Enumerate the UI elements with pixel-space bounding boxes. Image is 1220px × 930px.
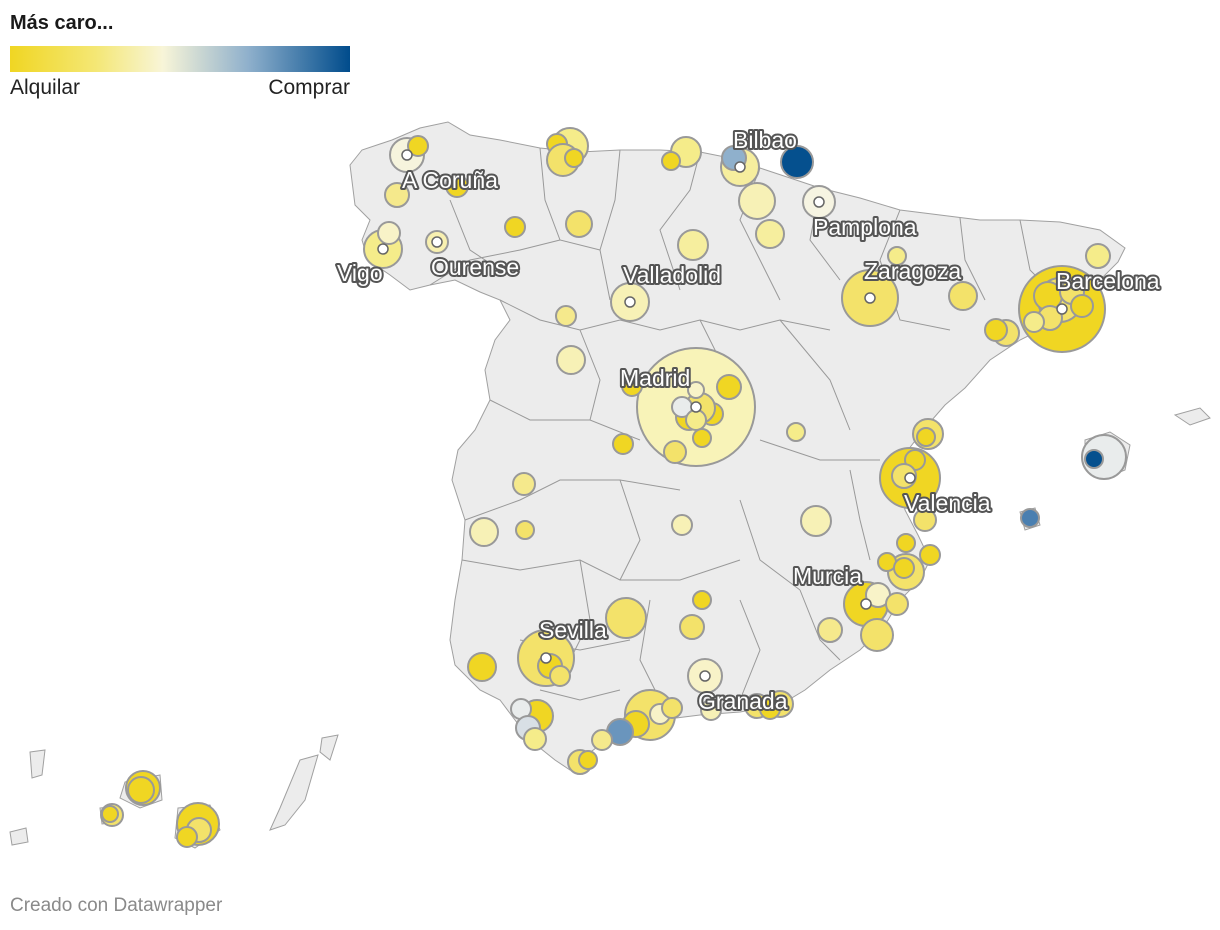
bubble [663,440,687,464]
bubble [685,409,707,431]
city-dot-pamplona [813,196,825,208]
city-label-ourense: Ourense [431,254,519,280]
bubble [377,221,401,245]
bubble [800,505,832,537]
bubble [469,517,499,547]
city-label-zaragoza: Zaragoza [864,258,961,284]
bubble [1020,508,1040,528]
bubble [1023,311,1045,333]
bubble [621,375,643,397]
legend-gradient-bar [10,46,350,72]
bubble [591,729,613,751]
bubble [984,318,1008,342]
bubble [578,750,598,770]
bubble [759,698,781,720]
city-label-barcelona: Barcelona [1056,268,1160,294]
city-dot-a-coruna [401,149,413,161]
bubble [716,374,742,400]
bubble [556,345,586,375]
bubble [755,219,785,249]
bubble [780,145,814,179]
city-label-valladolid: Valladolid [623,262,721,288]
bubble [515,520,535,540]
bubble [893,557,915,579]
bubble [687,381,705,399]
lanzarote [319,734,339,761]
bubble [1085,243,1111,269]
bubble [1070,294,1094,318]
bubble [692,428,712,448]
city-label-vigo: Vigo [337,260,383,286]
bubble [860,618,894,652]
bubble [467,652,497,682]
bubble [127,776,155,804]
city-dot-vigo [377,243,389,255]
menorca [1173,407,1211,426]
bubble [885,592,909,616]
city-dot-barcelona [1056,303,1068,315]
city-dot-murcia [860,598,872,610]
city-label-sevilla: Sevilla [539,617,607,643]
bubble [887,246,907,266]
bubble [738,182,776,220]
bubble [919,544,941,566]
bubble [512,472,536,496]
bubble [913,508,937,532]
datawrapper-credit[interactable]: Creado con Datawrapper [10,895,223,916]
city-dot-zaragoza [864,292,876,304]
city-labels: Bilbao A Coruña Pamplona Vigo Ourense Za… [335,125,1162,716]
bubble [384,182,410,208]
city-dot-sevilla [540,652,552,664]
el-hierro [9,827,29,846]
bubble [692,590,712,610]
bubble [565,210,593,238]
bubble [786,422,806,442]
bubble [661,151,681,171]
city-dot-madrid [690,401,702,413]
bubble [661,697,683,719]
city-markers [377,149,1068,682]
bubble [101,805,119,823]
bubble [896,533,916,553]
city-label-murcia: Murcia [793,563,862,589]
city-dot-bilbao [734,161,746,173]
bubble [407,135,429,157]
bubble [817,617,843,643]
bubble [549,665,571,687]
bubble [1084,449,1104,469]
city-dot-ourense [431,236,443,248]
bubble [176,826,198,848]
bubble [679,614,705,640]
city-label-granada: Granada [698,688,788,714]
bubble [555,305,577,327]
bubble [671,514,693,536]
legend-right-label: Comprar [268,76,350,99]
legend-left-label: Alquilar [10,76,81,99]
city-label-madrid: Madrid [620,365,690,391]
city-label-pamplona: Pamplona [813,214,917,240]
bubble [523,727,547,751]
legend-title: Más caro... [10,12,114,34]
bubble [916,427,936,447]
bubble [677,229,709,261]
bubble [445,174,469,198]
bubble [948,281,978,311]
city-dot-valladolid [624,296,636,308]
la-palma [29,749,46,779]
fuerteventura [269,754,319,831]
bubble [612,433,634,455]
city-dot-granada [699,670,711,682]
city-label-valencia: Valencia [904,490,991,516]
city-label-a-coruna: A Coruña [402,167,498,193]
city-dot-valencia [904,472,916,484]
bubble [605,597,647,639]
bubble [700,699,722,721]
bubble [564,148,584,168]
bubble [504,216,526,238]
city-label-bilbao: Bilbao [733,127,797,153]
